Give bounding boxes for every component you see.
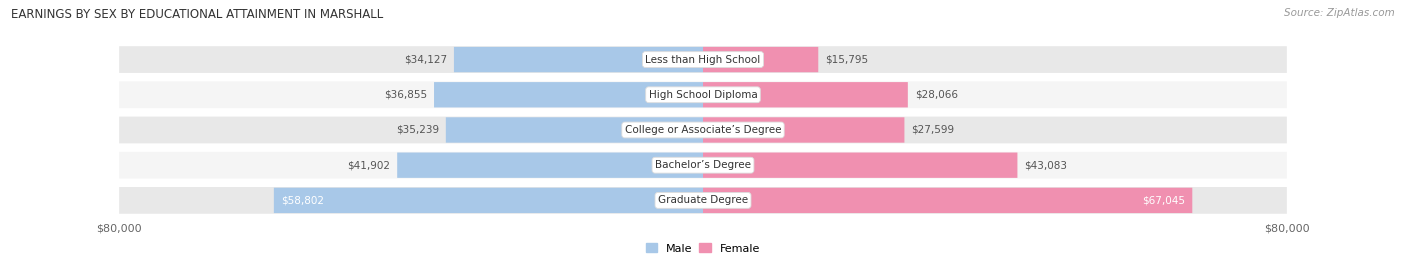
Legend: Male, Female: Male, Female: [647, 243, 759, 254]
Text: $27,599: $27,599: [911, 125, 955, 135]
Text: $15,795: $15,795: [825, 55, 869, 65]
FancyBboxPatch shape: [434, 82, 703, 107]
FancyBboxPatch shape: [703, 152, 1018, 178]
Text: $58,802: $58,802: [281, 195, 323, 205]
Text: Source: ZipAtlas.com: Source: ZipAtlas.com: [1284, 8, 1395, 18]
Text: $43,083: $43,083: [1025, 160, 1067, 170]
FancyBboxPatch shape: [703, 117, 904, 143]
FancyBboxPatch shape: [703, 47, 818, 72]
FancyBboxPatch shape: [120, 46, 1286, 73]
FancyBboxPatch shape: [703, 82, 908, 107]
Text: Less than High School: Less than High School: [645, 55, 761, 65]
Text: Bachelor’s Degree: Bachelor’s Degree: [655, 160, 751, 170]
Text: $67,045: $67,045: [1142, 195, 1185, 205]
FancyBboxPatch shape: [398, 152, 703, 178]
Text: Graduate Degree: Graduate Degree: [658, 195, 748, 205]
FancyBboxPatch shape: [120, 152, 1286, 178]
FancyBboxPatch shape: [274, 188, 703, 213]
FancyBboxPatch shape: [446, 117, 703, 143]
FancyBboxPatch shape: [120, 187, 1286, 214]
FancyBboxPatch shape: [703, 188, 1192, 213]
Text: $41,902: $41,902: [347, 160, 391, 170]
FancyBboxPatch shape: [120, 117, 1286, 143]
Text: EARNINGS BY SEX BY EDUCATIONAL ATTAINMENT IN MARSHALL: EARNINGS BY SEX BY EDUCATIONAL ATTAINMEN…: [11, 8, 384, 21]
Text: $34,127: $34,127: [404, 55, 447, 65]
Text: High School Diploma: High School Diploma: [648, 90, 758, 100]
FancyBboxPatch shape: [454, 47, 703, 72]
Text: College or Associate’s Degree: College or Associate’s Degree: [624, 125, 782, 135]
FancyBboxPatch shape: [120, 81, 1286, 108]
Text: $35,239: $35,239: [395, 125, 439, 135]
Text: $28,066: $28,066: [915, 90, 957, 100]
Text: $36,855: $36,855: [384, 90, 427, 100]
